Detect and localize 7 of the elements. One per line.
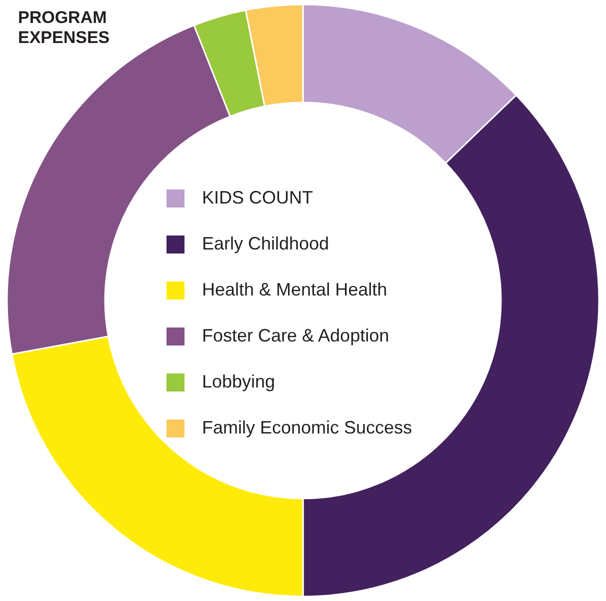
legend-label: Foster Care & Adoption — [202, 326, 390, 346]
legend-label: KIDS COUNT — [202, 188, 314, 208]
text: PROGRAM EXPENSES — [18, 8, 111, 48]
legend-label: Health & Mental Health — [202, 280, 388, 300]
legend-label: Early Childhood — [202, 234, 330, 254]
legend-label: Family Economic Success — [202, 418, 412, 438]
legend-label: Lobbying — [202, 372, 276, 392]
